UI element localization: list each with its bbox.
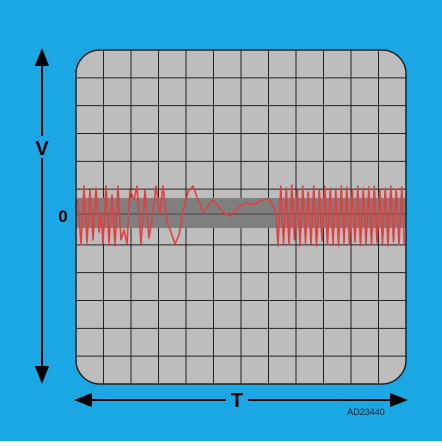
vertical-axis-label: V xyxy=(35,138,49,160)
t-label-bg xyxy=(226,388,248,412)
v-label-bg xyxy=(30,136,54,158)
signal-waveform xyxy=(77,184,406,247)
screen-border xyxy=(75,49,407,385)
zero-level-label: 0 xyxy=(58,207,67,226)
figure-code-label: AD23440 xyxy=(347,407,385,417)
horizontal-axis-label: T xyxy=(231,390,243,412)
